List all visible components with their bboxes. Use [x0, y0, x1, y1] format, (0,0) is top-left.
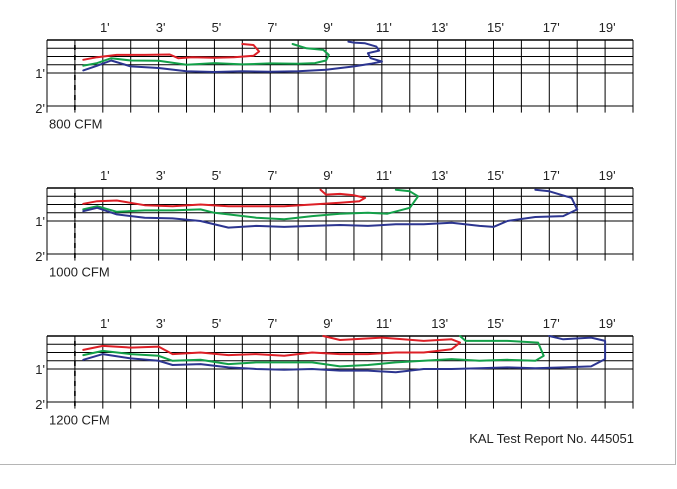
x-tick-label: 5': [212, 168, 222, 183]
series-line-green: [82, 188, 420, 221]
x-tick-label: 13': [431, 316, 448, 331]
x-tick-label: 19': [599, 316, 616, 331]
series-line-red: [82, 335, 461, 357]
x-tick-label: 11': [376, 20, 392, 35]
y-tick-label: 1': [35, 214, 45, 229]
panel-title: 800 CFM: [49, 117, 102, 132]
x-tick-label: 13': [431, 168, 448, 183]
x-tick-label: 17': [543, 20, 560, 35]
x-tick-label: 15': [487, 20, 504, 35]
y-tick-label: 2': [35, 249, 45, 264]
x-tick-label: 11': [376, 168, 392, 183]
series-line-red: [82, 188, 367, 208]
x-tick-label: 7': [267, 316, 277, 331]
x-tick-label: 17': [543, 168, 560, 183]
panel-title: 1000 CFM: [49, 265, 110, 280]
series-line-blue: [82, 40, 383, 73]
report-frame: [0, 0, 676, 465]
y-tick-label: 2': [35, 397, 45, 412]
series-line-red: [82, 43, 261, 61]
x-tick-label: 9': [323, 168, 333, 183]
y-tick-label: 1': [35, 66, 45, 81]
series-line-green: [82, 335, 545, 368]
x-tick-label: 1': [100, 168, 110, 183]
x-tick-label: 19': [599, 168, 616, 183]
x-tick-label: 9': [323, 316, 333, 331]
series-line-blue: [82, 335, 607, 374]
x-tick-label: 1': [100, 20, 110, 35]
x-tick-label: 11': [376, 316, 392, 331]
x-tick-label: 3': [156, 168, 166, 183]
x-tick-label: 5': [212, 20, 222, 35]
profile-chart-1: 1' 3' 5' 7' 9' 11' 13' 15' 17' 19' 1' 2' 800 CFM: [35, 20, 634, 132]
x-tick-label: 3': [156, 20, 166, 35]
x-tick-label: 5': [212, 316, 222, 331]
x-tick-label: 17': [543, 316, 560, 331]
panel-title: 1200 CFM: [49, 413, 110, 428]
x-tick-label: 7': [267, 20, 277, 35]
profile-chart-2: 1' 3' 5' 7' 9' 11' 13' 15' 17' 19' 1' 2' 1000 CFM: [35, 168, 634, 280]
x-tick-label: 7': [267, 168, 277, 183]
series-line-green: [82, 43, 330, 67]
footer-note: KAL Test Report No. 445051: [469, 431, 634, 446]
x-tick-label: 13': [431, 20, 448, 35]
x-tick-label: 1': [100, 316, 110, 331]
y-tick-label: 1': [35, 362, 45, 377]
x-tick-label: 3': [156, 316, 166, 331]
profile-chart-3: 1' 3' 5' 7' 9' 11' 13' 15' 17' 19' 1' 2' 1200 CFM: [35, 316, 634, 428]
x-tick-label: 15': [487, 168, 504, 183]
series-line-blue: [82, 188, 579, 229]
y-tick-label: 2': [35, 101, 45, 116]
x-tick-label: 9': [323, 20, 333, 35]
x-tick-label: 19': [599, 20, 616, 35]
x-tick-label: 15': [487, 316, 504, 331]
